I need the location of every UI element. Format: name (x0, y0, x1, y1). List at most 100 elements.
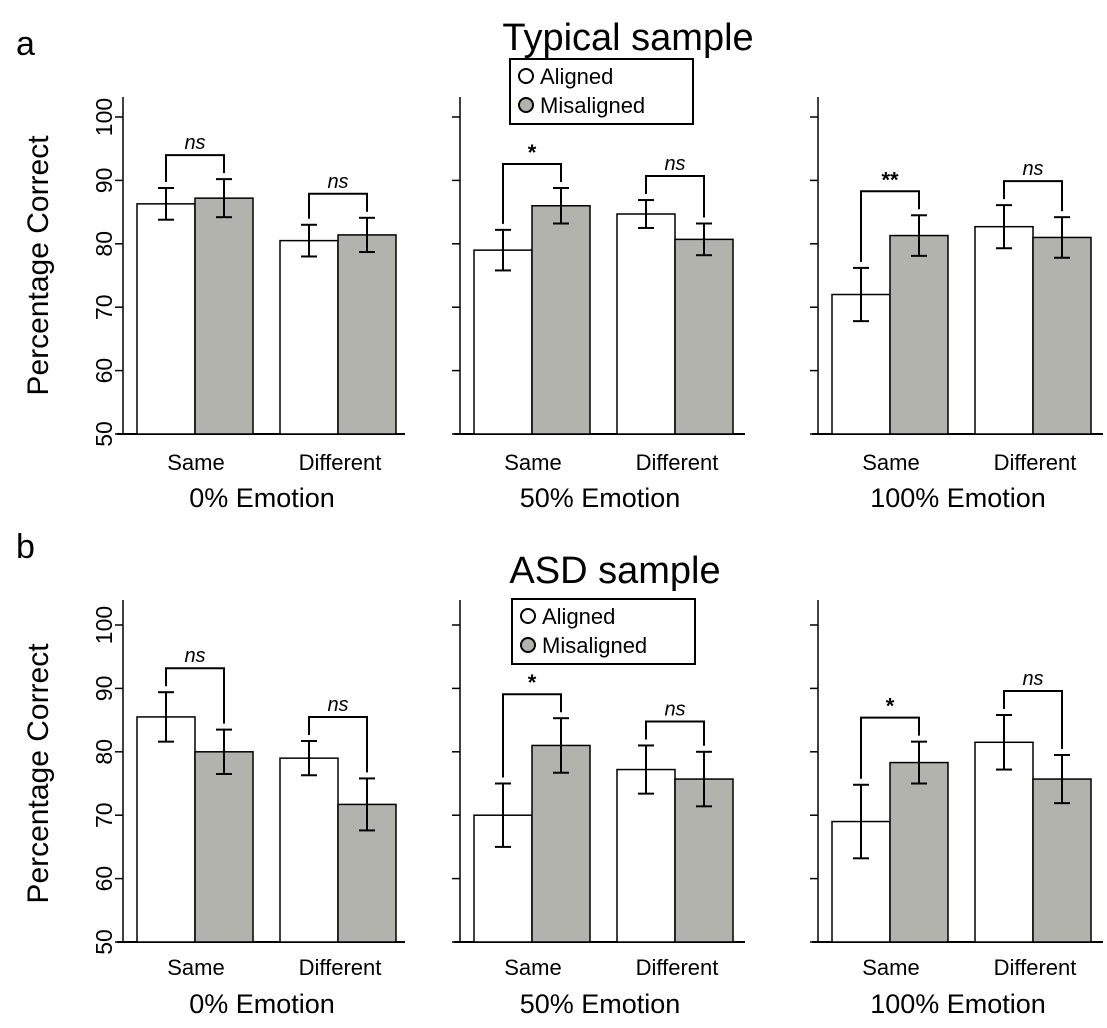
x-tick-label-different: Different (636, 450, 719, 475)
y-tick-label: 100 (91, 98, 117, 136)
subplot-2: * Same ns Different 50% Emotion Aligned Misali… (452, 598, 745, 1019)
significance-label: ns (327, 694, 348, 716)
legend-label-misaligned: Misaligned (540, 93, 645, 118)
significance-label: ns (1022, 668, 1043, 690)
significance-label: * (886, 694, 895, 719)
bar-misaligned-different (1032, 236, 1092, 435)
subplot-3: ** Same ns Different 100% Emotion (810, 97, 1103, 513)
significance-label: ns (184, 645, 205, 667)
significance-label: ** (881, 167, 899, 192)
y-tick-label: 50 (91, 929, 117, 955)
significance-bracket (1003, 180, 1063, 212)
x-tick-label-same: Same (504, 955, 561, 980)
x-tick-label-same: Same (862, 450, 919, 475)
significance-label: ns (184, 132, 205, 154)
bar-misaligned-different (337, 234, 397, 435)
y-tick-label: 90 (91, 168, 117, 194)
y-tick-label: 70 (91, 294, 117, 320)
significance-bracket (502, 163, 562, 224)
x-tick-label-same: Same (167, 450, 224, 475)
legend: Aligned Misaligned (511, 598, 696, 665)
y-tick-label: 70 (91, 802, 117, 828)
significance-bracket (165, 154, 225, 183)
bar-misaligned-same (889, 761, 949, 943)
significance-label: ns (664, 698, 685, 720)
legend: Aligned Misaligned (509, 58, 694, 125)
bar-misaligned-same (889, 234, 949, 435)
significance-label: ns (1022, 158, 1043, 180)
significance-label: * (528, 140, 537, 165)
significance-bracket (645, 175, 705, 218)
emotion-label: 0% Emotion (189, 483, 335, 513)
bar-aligned-different (974, 225, 1034, 435)
emotion-label: 0% Emotion (189, 989, 335, 1019)
legend-label-aligned: Aligned (540, 64, 613, 89)
bar-aligned-different (616, 213, 676, 435)
subplot-3: * Same ns Different 100% Emotion (810, 600, 1103, 1019)
subplot-1: 50 60 70 80 90 100 ns Same ns Different 0% Emotion (91, 97, 405, 513)
significance-label: ns (327, 171, 348, 193)
sample-title: ASD sample (509, 550, 720, 592)
bar-aligned-same (136, 203, 196, 435)
panel-a: a Typical sample Percentage Correct 50 60 70 8… (16, 17, 1103, 513)
x-tick-label-different: Different (299, 450, 382, 475)
x-tick-label-different: Different (994, 450, 1077, 475)
y-tick-label: 100 (91, 606, 117, 644)
bar-misaligned-different (674, 238, 734, 435)
legend-box (511, 598, 696, 665)
bar-aligned-same (473, 249, 533, 435)
significance-bracket (165, 667, 225, 724)
subplot-2: * Same ns Different 50% Emotion Aligned Misali… (452, 58, 745, 513)
x-tick-label-same: Same (862, 955, 919, 980)
x-tick-label-different: Different (994, 955, 1077, 980)
x-tick-label-different: Different (636, 955, 719, 980)
y-tick-label: 80 (91, 231, 117, 257)
x-tick-label-same: Same (167, 955, 224, 980)
bar-aligned-different (974, 741, 1034, 943)
bar-misaligned-same (531, 205, 591, 435)
panel-b: b ASD sample Percentage Correct 50 60 70 80 90 1… (16, 528, 1103, 1019)
significance-bracket (308, 716, 368, 773)
significance-bracket (645, 720, 705, 746)
bar-aligned-different (279, 239, 339, 435)
legend-marker-aligned (520, 608, 536, 624)
significance-bracket (1003, 690, 1063, 749)
significance-label: ns (664, 153, 685, 175)
emotion-label: 100% Emotion (870, 989, 1046, 1019)
bar-misaligned-same (194, 751, 254, 943)
significance-bracket (502, 693, 562, 778)
y-tick-label: 60 (91, 866, 117, 892)
significance-label: * (528, 670, 537, 695)
emotion-label: 50% Emotion (520, 989, 681, 1019)
emotion-label: 50% Emotion (520, 483, 681, 513)
bar-misaligned-same (194, 197, 254, 435)
significance-bracket (308, 192, 368, 219)
bar-misaligned-same (531, 744, 591, 943)
legend-marker-aligned (518, 68, 534, 84)
significance-bracket (860, 716, 920, 779)
x-tick-label-different: Different (299, 955, 382, 980)
subplot-1: 50 60 70 80 90 100 ns Same ns Different 0% Emotion (91, 600, 405, 1019)
bar-aligned-different (616, 768, 676, 943)
y-tick-label: 90 (91, 676, 117, 702)
legend-marker-misaligned (518, 97, 534, 113)
panel-letter: a (16, 25, 35, 63)
bar-aligned-different (279, 757, 339, 943)
legend-marker-misaligned (520, 637, 536, 653)
panel-letter: b (16, 528, 35, 566)
significance-bracket (860, 190, 920, 262)
y-tick-label: 50 (91, 421, 117, 447)
bar-aligned-same (136, 716, 196, 943)
legend-box (509, 58, 694, 125)
y-tick-label: 60 (91, 358, 117, 384)
bar-misaligned-different (1032, 778, 1092, 943)
emotion-label: 100% Emotion (870, 483, 1046, 513)
sample-title: Typical sample (502, 17, 753, 59)
y-axis-label: Percentage Correct (22, 135, 55, 396)
y-axis-label: Percentage Correct (22, 643, 55, 904)
legend-label-aligned: Aligned (542, 604, 615, 629)
x-tick-label-same: Same (504, 450, 561, 475)
y-tick-label: 80 (91, 739, 117, 765)
legend-label-misaligned: Misaligned (542, 633, 647, 658)
